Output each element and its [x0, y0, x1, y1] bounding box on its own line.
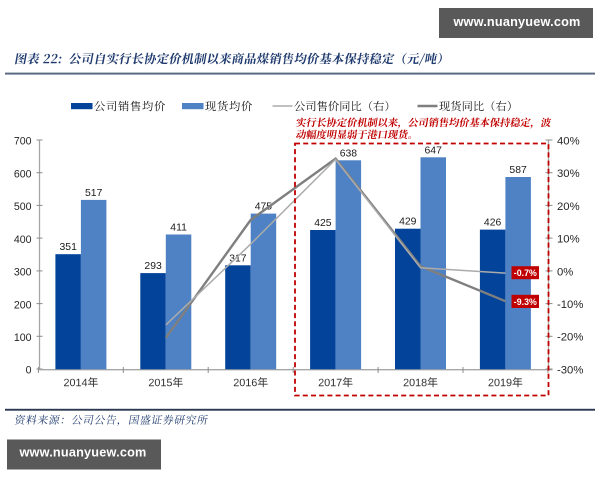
svg-text:317: 317 — [229, 253, 247, 264]
svg-text:-10%: -10% — [557, 299, 583, 311]
svg-text:-9.3%: -9.3% — [514, 297, 537, 307]
svg-text:411: 411 — [170, 223, 187, 234]
svg-text:www.nuanyuew.com: www.nuanyuew.com — [452, 15, 580, 29]
svg-text:www.nuanyuew.com: www.nuanyuew.com — [18, 445, 146, 459]
svg-text:30%: 30% — [557, 168, 580, 180]
svg-text:426: 426 — [484, 218, 502, 229]
svg-text:40%: 40% — [557, 135, 580, 147]
svg-text:429: 429 — [399, 217, 417, 228]
svg-text:475: 475 — [255, 202, 273, 213]
svg-text:517: 517 — [85, 188, 103, 199]
svg-text:100: 100 — [14, 332, 32, 344]
svg-text:20%: 20% — [557, 201, 580, 213]
svg-text:351: 351 — [60, 242, 78, 253]
svg-text:-20%: -20% — [557, 332, 583, 344]
svg-text:293: 293 — [144, 261, 162, 272]
svg-text:587: 587 — [509, 165, 527, 176]
svg-text:638: 638 — [340, 148, 358, 159]
svg-text:647: 647 — [425, 145, 443, 156]
svg-text:300: 300 — [14, 267, 32, 279]
svg-text:10%: 10% — [557, 234, 580, 246]
svg-text:400: 400 — [14, 234, 32, 246]
svg-text:-0.7%: -0.7% — [514, 268, 537, 278]
svg-text:700: 700 — [14, 136, 32, 148]
svg-text:-30%: -30% — [557, 364, 583, 376]
svg-text:425: 425 — [314, 218, 332, 229]
svg-text:600: 600 — [14, 168, 32, 180]
svg-text:500: 500 — [14, 201, 32, 213]
svg-text:0: 0 — [26, 365, 32, 377]
svg-text:200: 200 — [14, 299, 32, 311]
svg-text:0%: 0% — [557, 266, 573, 278]
